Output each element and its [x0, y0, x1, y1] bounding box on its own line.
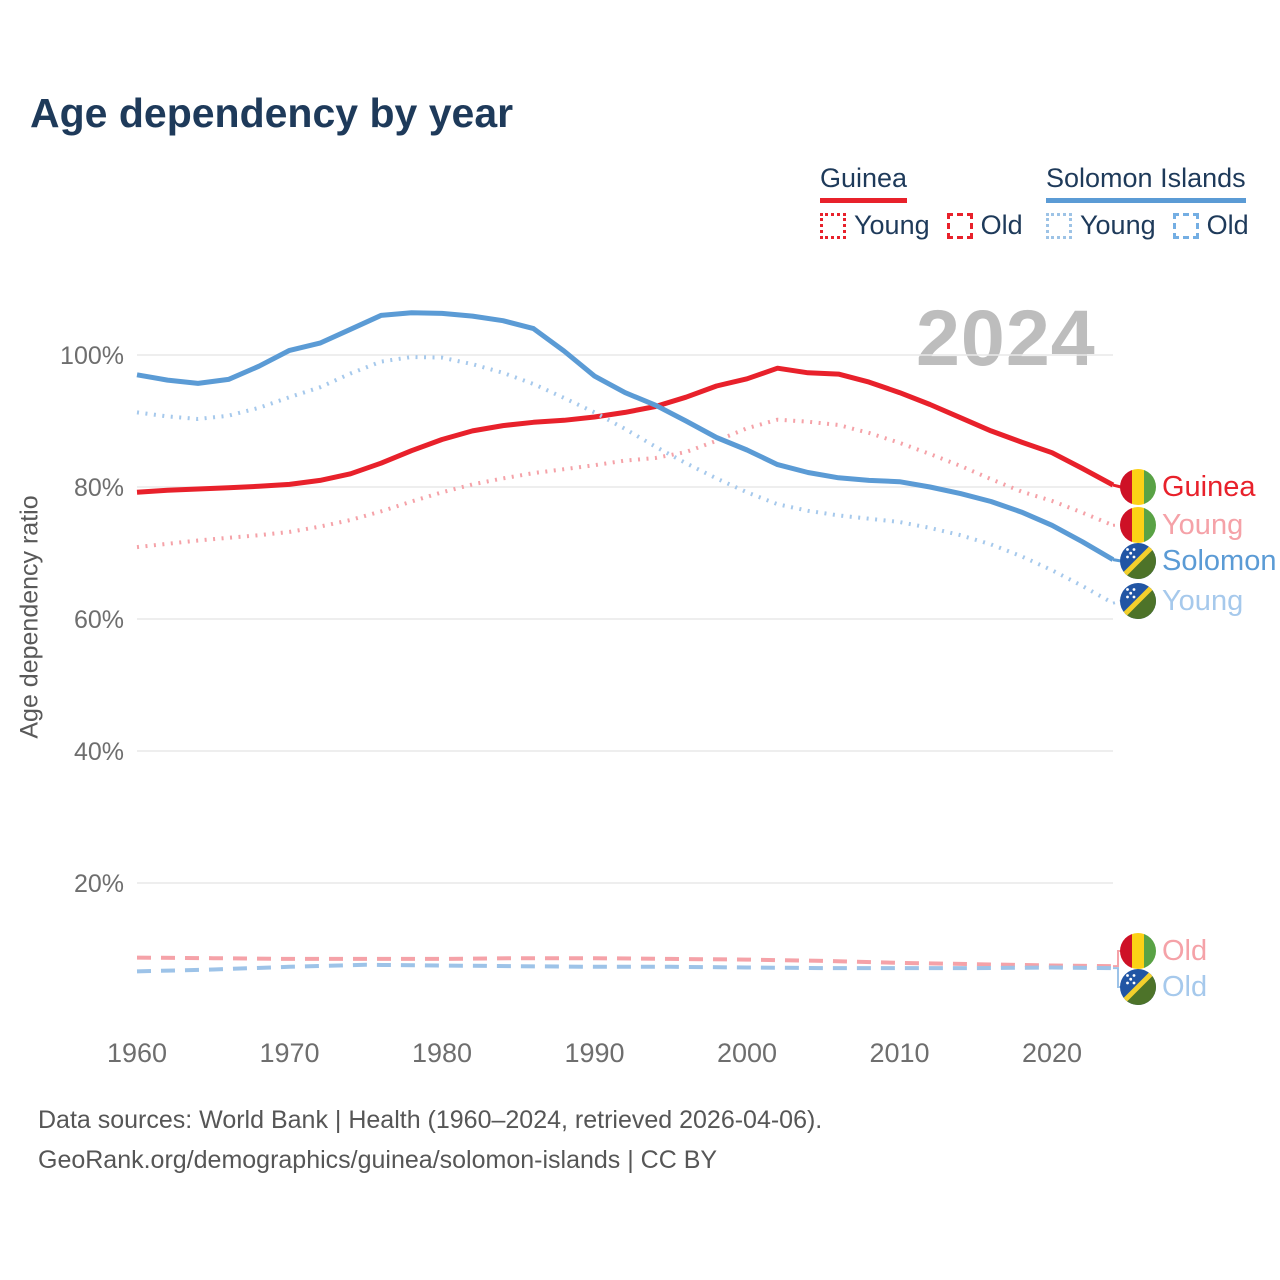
end-label-text: Young — [1162, 584, 1244, 617]
end-label-solomon-young: Young — [1120, 583, 1243, 619]
solomon-flag-icon — [1120, 969, 1156, 1005]
svg-text:100%: 100% — [60, 342, 124, 370]
guinea-flag-icon — [1120, 507, 1156, 543]
footer-data-sources: Data sources: World Bank | Health (1960–… — [38, 1106, 823, 1134]
svg-text:1960: 1960 — [107, 1038, 167, 1068]
legend-solomon-title: Solomon Islands — [1046, 163, 1246, 203]
legend-guinea-row: Young Old — [820, 210, 1023, 241]
svg-text:1990: 1990 — [564, 1038, 624, 1068]
svg-text:80%: 80% — [74, 474, 124, 502]
end-label-guinea-old: Old — [1120, 933, 1207, 969]
watermark-year: 2024 — [916, 293, 1096, 382]
legend-solomon-young-label: Young — [1080, 210, 1156, 240]
end-label-solomon-total: Solomon — [1120, 543, 1276, 579]
svg-text:2010: 2010 — [869, 1038, 929, 1068]
solomon-old-swatch-icon — [1172, 212, 1199, 239]
svg-text:40%: 40% — [74, 738, 124, 766]
guinea-flag-icon — [1120, 933, 1156, 969]
end-label-guinea-total: Guinea — [1120, 469, 1256, 505]
end-label-text: Solomon — [1162, 544, 1277, 577]
svg-text:1970: 1970 — [259, 1038, 319, 1068]
svg-text:20%: 20% — [74, 870, 124, 898]
end-label-text: Young — [1162, 508, 1244, 541]
legend-solomon-old-label: Old — [1206, 210, 1249, 240]
svg-text:1980: 1980 — [412, 1038, 472, 1068]
end-label-guinea-young: Young — [1120, 507, 1243, 543]
page-title: Age dependency by year — [30, 90, 514, 136]
legend-guinea-old-label: Old — [980, 210, 1023, 240]
legend-guinea-title: Guinea — [820, 163, 908, 203]
legend-guinea: Guinea Young Old — [820, 163, 1023, 241]
legend-guinea-young-label: Young — [854, 210, 930, 240]
end-label-solomon-old: Old — [1120, 969, 1207, 1005]
end-label-text: Old — [1162, 970, 1208, 1003]
guinea-flag-icon — [1120, 469, 1156, 505]
svg-text:2020: 2020 — [1022, 1038, 1082, 1068]
solomon-flag-icon — [1120, 543, 1156, 579]
footer-attribution: GeoRank.org/demographics/guinea/solomon-… — [38, 1146, 718, 1174]
solomon-flag-icon — [1120, 583, 1156, 619]
guinea-old-swatch-icon — [946, 212, 973, 239]
end-label-text: Guinea — [1162, 470, 1256, 503]
end-label-text: Old — [1162, 934, 1208, 967]
legend-solomon: Solomon Islands Young Old — [1046, 163, 1249, 241]
svg-text:2000: 2000 — [717, 1038, 777, 1068]
guinea-young-swatch-icon — [820, 212, 846, 239]
svg-text:60%: 60% — [74, 606, 124, 634]
legend-solomon-row: Young Old — [1046, 210, 1249, 241]
solomon-young-swatch-icon — [1046, 212, 1072, 239]
